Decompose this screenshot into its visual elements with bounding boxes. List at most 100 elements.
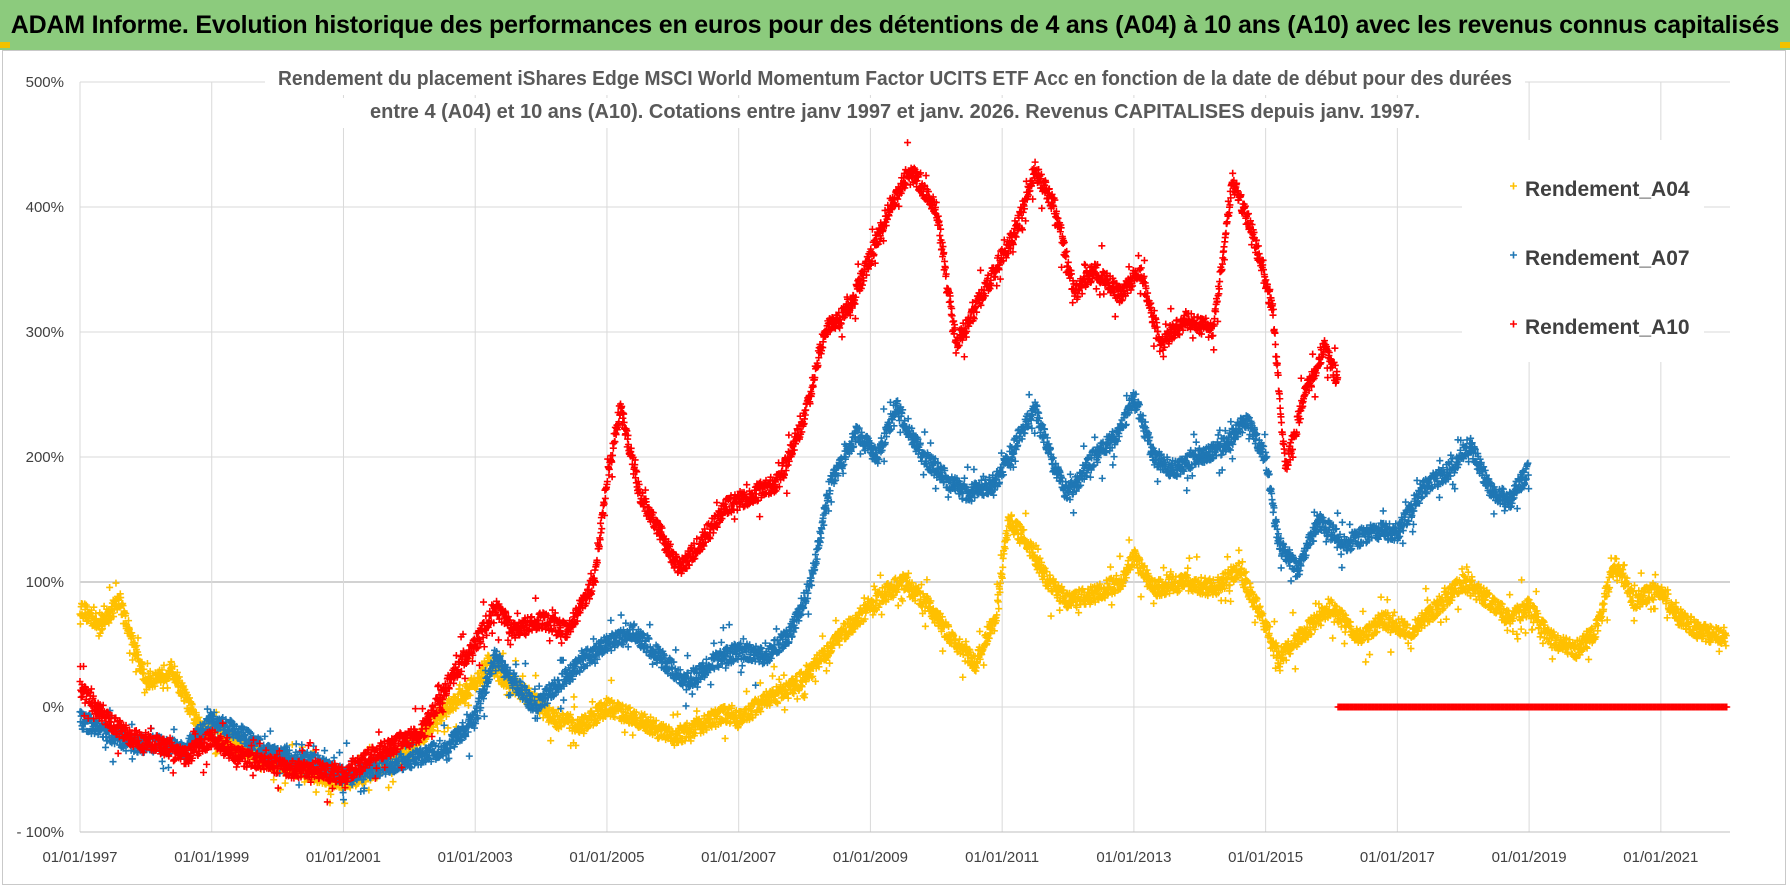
data-point [566,711,574,719]
data-point [327,790,335,798]
data-point [444,724,452,732]
x-tick-label: 01/01/2005 [569,849,644,866]
data-point [119,602,127,610]
y-tick-label: 300% [26,324,64,341]
data-point [629,731,637,739]
data-point [870,582,878,590]
data-point [180,682,188,690]
data-point [1193,553,1201,561]
data-point [557,723,565,731]
data-point [1185,554,1193,562]
x-tick-label: 01/01/2007 [701,849,776,866]
x-tick-label: 01/01/2017 [1360,849,1435,866]
data-point [681,737,689,745]
data-point [532,672,540,680]
data-point [570,703,578,711]
data-point [611,713,619,721]
x-tick-label: 01/01/2003 [438,849,513,866]
data-point [1651,571,1659,579]
data-point [1366,651,1374,659]
data-point [1600,600,1608,608]
x-tick-label: 01/01/2009 [833,849,908,866]
data-point [170,725,178,733]
data-point [999,563,1007,571]
data-point [878,611,886,619]
data-point [959,673,967,681]
data-point [1160,564,1168,572]
data-point [1423,596,1431,604]
banner-title: ADAM Informe. Evolution historique des p… [0,0,1790,50]
data-point [1620,561,1628,569]
data-point [632,708,640,716]
data-point [442,712,450,720]
data-point [281,779,289,787]
data-point [1637,569,1645,577]
data-point [159,764,167,772]
data-point [438,717,446,725]
data-point [164,763,172,771]
data-point [312,788,320,796]
data-point [770,663,778,671]
data-point [569,717,577,725]
data-point [1715,647,1723,655]
data-point [832,617,840,625]
data-point [464,701,472,709]
data-point [158,757,166,765]
data-point [894,602,902,610]
data-point [134,651,142,659]
y-tick-label: 200% [26,449,64,466]
data-point [1291,665,1299,673]
data-point [440,728,448,736]
data-point [775,675,783,683]
data-point [76,620,84,628]
data-point [1548,655,1556,663]
data-point [1222,597,1230,605]
data-point [1056,606,1064,614]
data-point [1022,509,1030,517]
data-point [652,717,660,725]
data-point [106,583,114,591]
data-point [921,622,929,630]
x-tick-label: 01/01/1997 [42,849,117,866]
data-point [125,617,133,625]
data-point [1184,564,1192,572]
data-point [173,668,181,676]
banner-corner-right [1780,42,1790,48]
data-point [83,603,91,611]
data-point [626,704,634,712]
data-point [819,632,827,640]
data-point [1329,634,1337,642]
data-point [1528,625,1536,633]
data-point [721,734,729,742]
y-tick-label: 100% [26,574,64,591]
data-point [1235,546,1243,554]
data-point [822,667,830,675]
data-point [434,727,442,735]
data-point [343,739,351,747]
data-point [1383,596,1391,604]
data-point [461,699,469,707]
data-point [621,728,629,736]
data-point [1150,599,1158,607]
data-point [519,672,527,680]
data-point [1108,601,1116,609]
data-point [132,668,140,676]
data-point [151,682,159,690]
data-point [110,613,118,621]
data-point [547,737,555,745]
y-tick-label: 500% [26,74,64,91]
data-point [433,720,441,728]
data-point [160,661,168,669]
data-point [1651,605,1659,613]
data-point [607,676,615,684]
data-point [478,672,486,680]
data-point [1612,555,1620,563]
data-point [1422,585,1430,593]
data-point [336,749,344,757]
data-point [1137,593,1145,601]
data-point [456,681,464,689]
data-point [102,743,110,751]
data-point [122,610,130,618]
data-point [1514,635,1522,643]
